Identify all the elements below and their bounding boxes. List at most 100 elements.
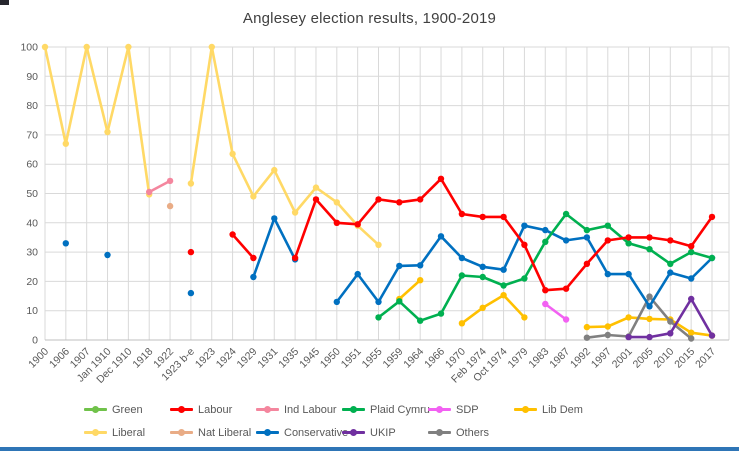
data-point-marker [187,180,195,187]
legend-row: Liberal Nat Liberal Conservative UKIP Others [84,421,600,444]
series-others [583,293,695,342]
y-axis-tick-label: 20 [26,276,38,288]
y-axis-tick-label: 50 [26,188,38,200]
data-point-marker [625,270,632,278]
data-point-marker [688,275,695,282]
legend-label: SDP [456,403,479,416]
data-point-marker [542,287,549,294]
y-axis-tick-label: 80 [26,100,38,112]
x-axis-tick-label: 1959 [380,346,405,371]
x-axis-tick-label: 1964 [401,346,426,371]
x-axis-tick-label: 2005 [631,346,656,371]
data-point-marker [562,285,570,292]
x-axis-tick-label: 2001 [610,346,635,371]
data-point-marker [688,295,695,303]
data-point-marker [417,196,424,203]
x-axis-tick-label: 1931 [255,346,280,371]
legend-item-ind-labour: Ind Labour [256,404,342,416]
screen-corner-artifact [0,0,9,5]
data-point-marker [333,199,340,206]
legend-label: Green [112,403,143,416]
series-line-liberal [43,45,380,247]
data-point-marker [417,277,424,284]
y-axis-tick-label: 30 [26,247,38,259]
data-point-marker [500,282,507,289]
data-point-marker [479,304,486,311]
series-line-labour [231,177,714,292]
data-point-marker [562,210,570,218]
data-point-marker [62,140,69,147]
legend-item-nat-liberal: Nat Liberal [170,427,256,439]
legend-label: Lib Dem [542,403,583,416]
data-point-marker [458,254,466,262]
x-axis-tick-label: 1945 [297,346,322,371]
data-point-marker [250,193,257,200]
data-point-marker [187,248,195,256]
data-point-marker [104,128,111,136]
data-point-marker [187,289,195,297]
y-axis-tick-label: 70 [26,129,38,141]
data-point-marker [646,333,653,341]
data-point-marker [479,263,486,270]
data-point-marker [333,219,340,226]
data-point-marker [146,188,153,196]
data-point-marker [604,270,611,278]
data-point-marker [396,298,403,305]
data-point-marker [646,234,653,241]
data-point-marker [583,260,591,267]
data-point-marker [688,335,695,342]
data-point-marker [583,226,591,234]
x-axis-tick-label: 1983 [526,346,551,371]
data-point-marker [479,213,486,221]
data-point-marker [583,234,591,241]
data-point-marker [437,310,445,317]
data-point-marker [250,254,257,262]
legend-item-green: Green [84,404,170,416]
data-point-marker [583,334,591,341]
y-axis-tick-label: 90 [26,71,38,83]
others-series-marker-icon [428,428,451,437]
x-axis-tick-label: 1923 [193,346,218,371]
plaid-cymru-series-marker-icon [342,405,365,414]
legend-item-ukip: UKIP [342,427,428,439]
x-axis-tick-label: 1906 [47,346,72,371]
data-point-marker [375,241,382,248]
x-axis-tick-label: 2010 [651,346,676,371]
legend-label: Others [456,426,490,439]
data-point-marker [437,175,445,182]
legend-label: UKIP [370,426,396,439]
ind-labour-series-marker-icon [256,405,279,414]
data-point-marker [562,237,570,244]
data-point-marker [688,248,695,256]
x-axis-tick-label: 1966 [422,346,447,371]
data-point-marker [667,269,674,276]
data-point-marker [166,202,174,210]
x-axis-tick-label: 1929 [235,346,260,371]
data-point-marker [542,238,549,245]
data-point-marker [250,273,257,281]
sdp-series-marker-icon [428,405,451,414]
data-point-marker [83,43,90,51]
x-axis-tick-label: 1987 [547,346,572,371]
data-point-marker [500,292,507,299]
data-point-marker [646,315,653,323]
data-point-marker [708,332,716,339]
data-point-marker [417,262,424,269]
legend-item-conservative: Conservative [256,427,348,439]
x-axis-tick-label: 1935 [276,346,301,371]
data-point-marker [604,323,611,330]
data-point-marker [396,199,403,206]
y-axis-tick-label: 10 [26,305,38,317]
series-sdp [542,300,570,323]
data-point-marker [708,254,716,262]
data-point-marker [166,177,174,185]
chart-legend: Green Labour Ind Labour Plaid Cymru SDP Lib D… [84,398,600,444]
series-conservative [62,215,716,310]
legend-label: Conservative [284,426,349,439]
data-point-marker [458,272,466,279]
data-point-marker [271,166,278,174]
data-point-marker [291,209,299,216]
